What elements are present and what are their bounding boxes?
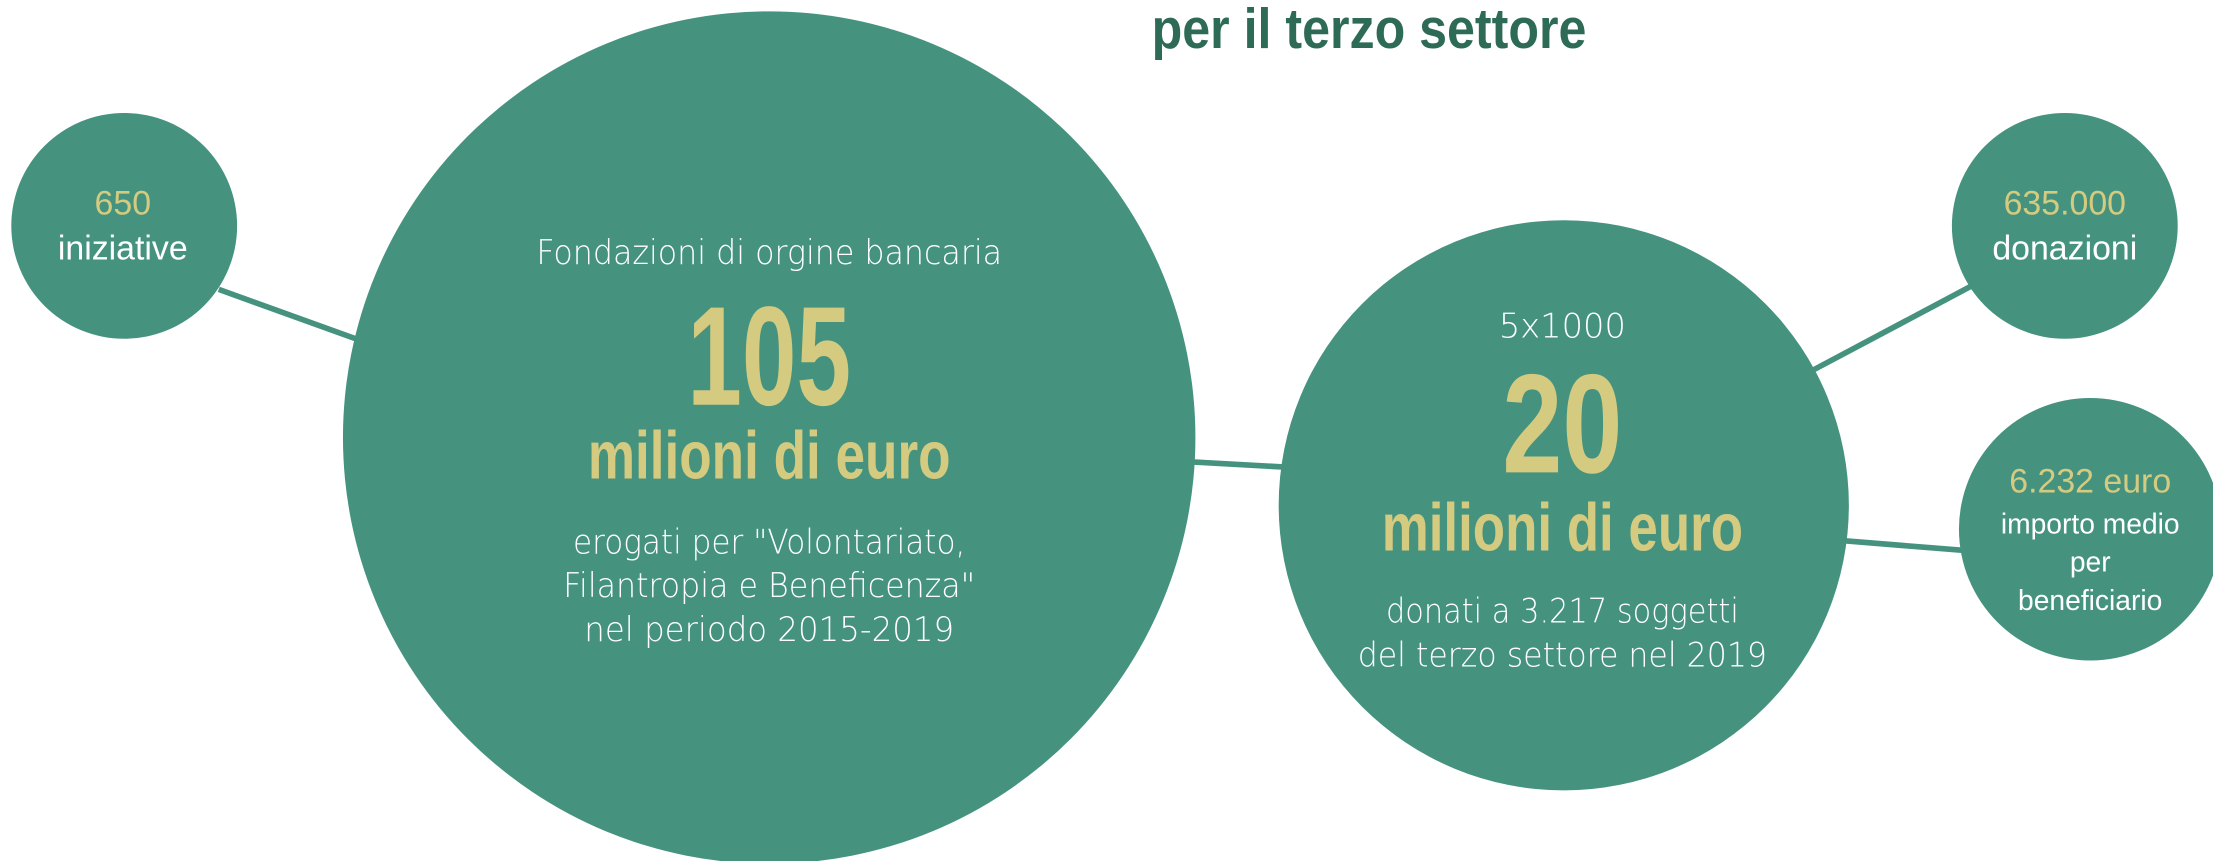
node-value: 650	[95, 184, 152, 222]
node-circle	[1958, 398, 2213, 661]
node-description: Filantropia e Beneficenza"	[563, 566, 975, 605]
connector	[1841, 537, 1965, 554]
node-label: per	[2070, 546, 2111, 578]
node-circle	[343, 11, 1196, 861]
node-circle	[1951, 112, 2178, 339]
node-circle	[11, 112, 238, 339]
node-label: beneficiario	[2018, 584, 2162, 616]
node-description: nel periodo 2015-2019	[584, 610, 954, 649]
connector	[1185, 458, 1288, 471]
node-unit: milioni di euro	[588, 418, 951, 493]
node-label: importo medio	[2001, 508, 2180, 540]
connector	[217, 286, 357, 342]
node-description: del terzo settore nel 2019	[1358, 635, 1767, 674]
node-description: donati a 3.217 soggetti	[1386, 592, 1739, 631]
node-description: erogati per "Volontariato,	[573, 522, 965, 561]
node-unit: milioni di euro	[1382, 490, 1743, 565]
title: per il terzo settore	[1152, 0, 1587, 60]
node-heading: Fondazioni di orgine bancaria	[536, 233, 1002, 272]
node-label: donazioni	[1992, 229, 2137, 267]
node-label: iniziative	[58, 229, 188, 267]
node-value: 6.232 euro	[2009, 462, 2171, 500]
node-circle	[1278, 220, 1849, 791]
node-value: 105	[687, 277, 851, 435]
connector	[1812, 282, 1975, 373]
node-value: 20	[1502, 344, 1622, 502]
node-heading: 5x1000	[1499, 307, 1626, 346]
node-value: 635.000	[2004, 184, 2126, 222]
